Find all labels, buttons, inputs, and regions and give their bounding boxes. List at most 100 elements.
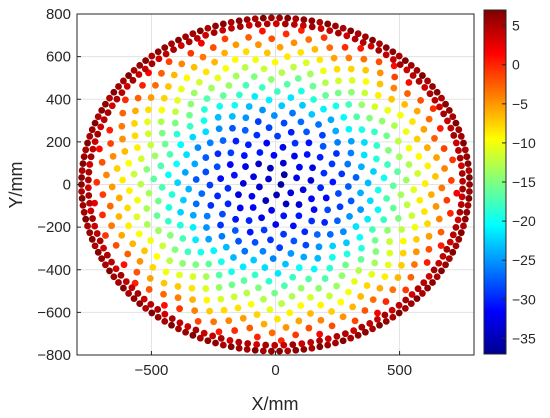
data-point-609 [182, 33, 189, 41]
data-point-23 [280, 212, 288, 220]
data-point-41 [245, 217, 253, 224]
data-point-624 [98, 106, 106, 114]
data-point-107 [326, 231, 334, 238]
data-point-474 [431, 134, 438, 142]
data-point-838 [458, 193, 466, 201]
data-point-326 [134, 196, 141, 204]
data-point-398 [424, 162, 432, 170]
data-point-647 [102, 261, 109, 269]
data-point-292 [143, 205, 151, 212]
data-point-386 [131, 132, 139, 140]
data-point-766 [100, 116, 108, 124]
data-point-723 [421, 84, 429, 91]
data-point-166 [189, 133, 197, 141]
data-point-297 [147, 141, 155, 149]
data-point-457 [118, 231, 126, 239]
data-point-614 [148, 52, 156, 60]
data-point-96 [235, 237, 242, 245]
data-point-739 [299, 22, 307, 29]
data-point-182 [168, 191, 176, 198]
data-point-391 [183, 74, 191, 82]
data-point-104 [259, 247, 267, 255]
data-point-477 [326, 44, 334, 52]
data-point-601 [243, 16, 251, 23]
data-point-710 [459, 177, 467, 185]
data-point-83 [251, 238, 259, 246]
data-point-662 [189, 331, 197, 339]
x-axis-ticks: −500 0 500 [135, 351, 412, 379]
data-point-597 [276, 14, 283, 22]
data-point-820 [381, 311, 389, 319]
data-point-6 [267, 164, 274, 172]
data-point-748 [219, 26, 227, 34]
colorbar-tick-label-3: −10 [512, 135, 536, 151]
data-point-712 [458, 162, 465, 170]
data-point-732 [359, 39, 367, 46]
data-point-450 [394, 274, 402, 281]
data-point-517 [98, 158, 106, 166]
data-point-435 [362, 66, 370, 74]
data-point-537 [405, 79, 413, 86]
data-point-205 [235, 91, 243, 99]
data-point-754 [170, 46, 177, 54]
data-point-335 [408, 212, 416, 220]
data-point-140 [181, 168, 189, 176]
data-point-675 [292, 346, 300, 354]
data-point-324 [278, 300, 285, 307]
data-point-826 [420, 279, 428, 287]
data-point-222 [305, 275, 312, 283]
data-point-807 [271, 341, 279, 349]
data-point-202 [332, 102, 340, 110]
data-point-679 [324, 341, 332, 349]
data-point-321 [166, 257, 174, 265]
data-point-267 [397, 191, 405, 199]
data-point-64 [213, 163, 221, 171]
data-point-479 [435, 215, 443, 223]
data-point-11 [279, 159, 287, 167]
data-point-731 [367, 42, 375, 50]
data-point-299 [307, 70, 314, 78]
data-point-434 [295, 317, 303, 325]
data-point-44 [289, 222, 297, 230]
data-point-33 [236, 204, 244, 212]
data-point-259 [384, 226, 391, 234]
data-point-688 [389, 313, 397, 321]
data-point-733 [351, 35, 359, 43]
data-point-802 [226, 337, 234, 344]
data-point-769 [91, 138, 99, 146]
data-point-718 [444, 117, 451, 125]
data-point-420 [131, 120, 138, 127]
data-point-673 [276, 347, 283, 355]
data-point-277 [315, 284, 323, 292]
y-tick-label-3: −200 [37, 219, 71, 236]
data-point-498 [305, 36, 313, 43]
data-point-156 [189, 223, 197, 231]
data-point-155 [299, 101, 306, 109]
data-point-708 [465, 195, 473, 202]
data-point-43 [226, 161, 234, 168]
data-point-408 [357, 293, 365, 300]
data-point-749 [210, 29, 218, 36]
data-point-470 [106, 202, 114, 210]
data-point-227 [240, 277, 248, 284]
data-point-102 [347, 197, 355, 205]
data-point-608 [189, 30, 197, 38]
data-point-72 [206, 181, 214, 189]
data-point-795 [168, 315, 176, 323]
data-point-677 [308, 344, 316, 352]
data-point-147 [327, 116, 335, 124]
data-point-42 [320, 169, 328, 177]
data-point-832 [446, 238, 454, 246]
data-point-241 [385, 146, 392, 154]
data-point-157 [366, 197, 374, 205]
data-point-461 [413, 107, 421, 115]
data-point-282 [243, 289, 251, 297]
data-point-271 [145, 189, 153, 197]
data-point-343 [414, 170, 422, 177]
colorbar-tick-label-1: 0 [512, 57, 520, 73]
data-point-462 [109, 152, 117, 160]
data-point-262 [383, 132, 391, 140]
data-point-123 [357, 189, 364, 197]
data-point-525 [99, 211, 106, 219]
data-point-572 [442, 100, 449, 108]
